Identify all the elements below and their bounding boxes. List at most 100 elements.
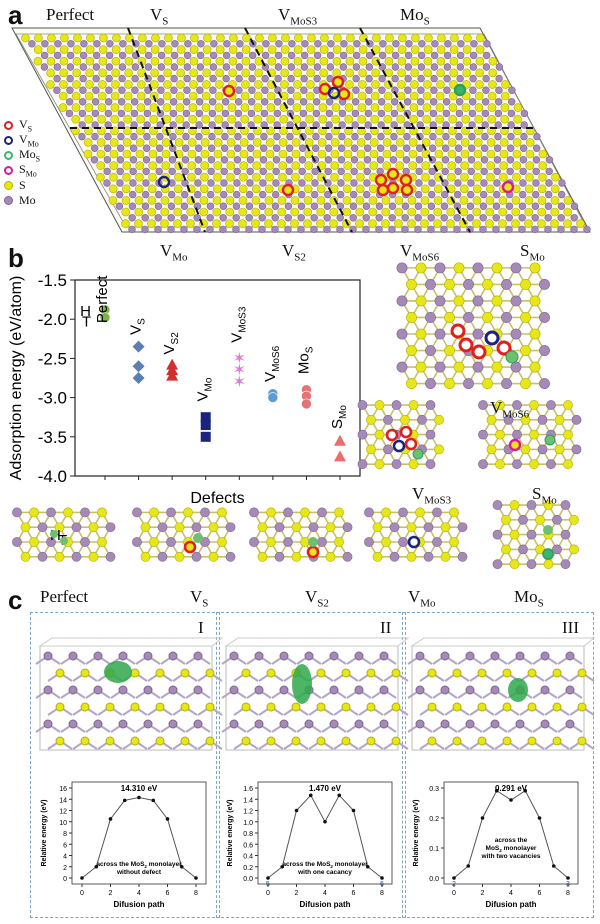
mo-atom [428,179,436,187]
mo-atom [130,109,139,118]
s-atom [511,219,520,228]
mo-atom [469,63,478,71]
s-atom [215,80,224,89]
s-atom [482,278,493,290]
s-atom [511,207,521,217]
s-atom [366,444,376,455]
mo-atom [246,179,254,187]
s-atom [121,207,131,217]
s-atom [459,196,469,205]
mo-atom [396,262,408,274]
mo-atom [392,40,400,48]
s-atom [460,161,469,170]
s-atom [291,736,301,746]
s-atom [60,33,69,43]
sub-panel-3 [402,612,594,918]
s-atom [277,196,287,205]
energy-point [566,876,570,880]
mo-atom [425,378,436,390]
s-atom [551,172,560,182]
mo-atom [274,74,282,83]
s-atom [435,91,445,101]
s-atom [341,736,351,746]
mo-atom [259,190,267,199]
mo-atom [325,121,333,129]
mo-atom [183,74,191,83]
s-atom [499,172,508,182]
mo-atom [492,214,500,222]
s-atom [123,103,133,112]
mo-atom [157,551,168,562]
mo-atom [401,202,410,210]
mo-atom [54,40,62,48]
mo-atom [103,156,112,164]
mo-atom [158,40,166,48]
mo-atom [130,98,139,106]
s-atom [563,207,573,217]
cu-atom [544,434,556,446]
c-label-mos: MoS [514,587,544,610]
s-atom [161,161,170,170]
s-atom [446,207,456,217]
mo-atom [388,214,396,222]
s-atom [495,459,505,470]
s-atom [410,45,420,54]
roman-i: I [198,618,204,637]
s-atom [47,33,56,43]
mo-atom [80,40,88,48]
mo-atom [68,719,78,729]
mo-atom [519,156,528,164]
mo-atom [391,51,400,60]
end-label-left: 5 [266,881,270,888]
s-atom [415,328,427,340]
mo-atom [430,51,439,60]
s-atom [305,91,315,101]
s-atom [109,172,118,182]
mo-atom [338,132,346,141]
mo-atom [403,98,412,106]
mo-atom [167,202,176,210]
mo-atom [235,74,243,83]
s-atom [486,444,497,455]
mo-atom [219,214,227,222]
mo-atom [510,295,522,307]
mo-atom [493,190,501,199]
point-label: MoS [295,346,315,374]
mo-atom [183,86,191,94]
s-atom [150,80,159,89]
mo-atom [195,132,203,141]
mo-atom [505,225,513,234]
mo-atom [404,51,413,60]
s-atom [55,702,65,712]
mo-atom [468,98,477,106]
s-atom [225,207,235,217]
s-atom [176,56,186,66]
mo-atom [365,63,374,71]
mo-atom [68,651,78,661]
s-atom [80,702,90,712]
y-tick-label: -2.0 [38,310,67,329]
s-atom [485,207,495,217]
mo-atom [482,74,490,83]
mo-atom [463,278,474,290]
s-atom [96,172,105,182]
s-atom [475,56,485,66]
y-tick-label: 12 [59,809,67,816]
panel-b-letter: b [8,243,24,273]
s-atom [162,103,172,112]
y-tick-label: 1.0 [243,820,253,827]
s-atom [54,551,65,562]
s-atom [394,219,403,228]
mo-atom [357,429,368,440]
s-atom [293,80,302,89]
s-atom [408,459,419,470]
s-atom [356,172,365,182]
mo-atom [455,132,463,141]
s-atom [366,736,376,746]
mo-atom [388,225,396,234]
mo-atom [156,98,165,106]
s-atom [175,91,185,101]
s-atom [238,184,248,194]
energy-point [294,808,299,813]
mo-atom [300,74,308,83]
